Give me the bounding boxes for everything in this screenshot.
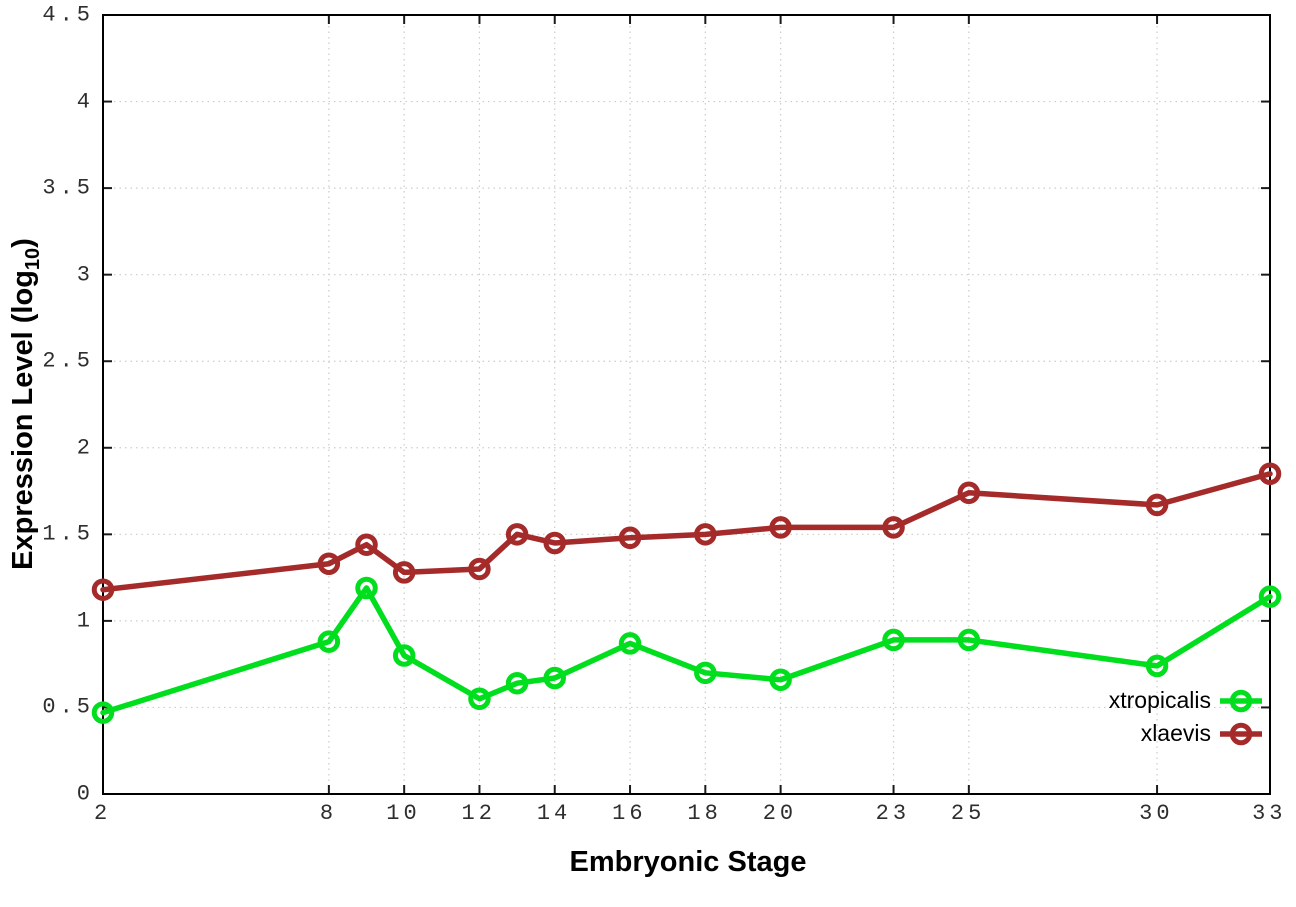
y-tick-label: 1.5 xyxy=(42,521,94,547)
legend: xtropicalis xlaevis xyxy=(1109,685,1264,749)
x-tick-label: 8 xyxy=(319,801,338,826)
data-point-marker-xtropicalis xyxy=(355,576,378,600)
x-tick-label: 23 xyxy=(875,801,911,826)
data-point-marker-xlaevis xyxy=(468,557,491,581)
legend-point-sample xyxy=(1229,722,1253,745)
x-axis-title: Embryonic Stage xyxy=(569,846,807,878)
legend-marker-sample-icon xyxy=(1220,722,1262,745)
legend-point-sample xyxy=(1229,689,1253,712)
data-point-marker-xlaevis xyxy=(91,578,115,601)
x-tick-label: 33 xyxy=(1252,801,1287,826)
y-axis-title: Expression Level (log10) xyxy=(7,238,45,570)
data-point-marker-xlaevis xyxy=(618,526,642,550)
data-point-marker-xlaevis xyxy=(1145,493,1169,517)
x-tick-label: 25 xyxy=(950,801,986,826)
y-tick-label: 3 xyxy=(76,262,94,288)
y-tick-label: 4 xyxy=(76,89,94,115)
data-point-marker-xlaevis xyxy=(957,481,981,505)
y-axis-title-subscript: 10 xyxy=(22,247,44,271)
series-line-xlaevis xyxy=(100,470,1273,593)
legend-item-xlaevis: xlaevis xyxy=(1109,718,1264,749)
y-axis-title-close: ) xyxy=(7,238,39,248)
y-tick-label: 3.5 xyxy=(42,175,94,201)
x-tick-label: 2 xyxy=(94,801,112,826)
data-point-marker-xtropicalis xyxy=(543,666,566,690)
data-point-marker-xtropicalis xyxy=(1145,654,1169,678)
x-tick-label: 14 xyxy=(536,801,572,826)
y-tick-label: 2.5 xyxy=(42,348,94,374)
data-point-marker-xlaevis xyxy=(392,561,416,584)
y-tick-label: 4.5 xyxy=(42,2,94,28)
data-point-marker-xtropicalis xyxy=(317,630,341,653)
data-point-marker-xlaevis xyxy=(694,523,717,546)
plot-border xyxy=(102,14,1271,795)
data-point-marker-xtropicalis xyxy=(957,628,981,652)
data-point-marker-xtropicalis xyxy=(882,628,905,652)
legend-marker-sample-icon xyxy=(1220,689,1262,712)
data-point-marker-xtropicalis xyxy=(392,644,416,667)
x-tick-label: 12 xyxy=(461,801,496,826)
y-tick-label: 1 xyxy=(76,608,94,634)
data-point-marker-xtropicalis xyxy=(505,671,529,695)
data-point-marker-xlaevis xyxy=(505,523,529,546)
x-tick-label: 30 xyxy=(1139,801,1174,826)
x-tick-label: 10 xyxy=(386,801,421,826)
data-point-marker-xlaevis xyxy=(317,552,341,576)
data-point-marker-xlaevis xyxy=(769,516,792,539)
data-point-marker-xtropicalis xyxy=(694,661,717,685)
y-tick-label: 0.5 xyxy=(42,694,94,720)
x-tick-label: 20 xyxy=(762,801,798,826)
legend-label: xtropicalis xyxy=(1108,687,1211,713)
legend-label: xlaevis xyxy=(1140,720,1211,746)
data-point-marker-xtropicalis xyxy=(468,687,491,711)
y-axis-title-text: Expression Level (log xyxy=(7,270,39,570)
data-point-marker-xlaevis xyxy=(543,531,566,555)
data-point-marker-xlaevis xyxy=(1258,462,1282,485)
x-tick-label: 16 xyxy=(612,801,647,826)
data-point-marker-xtropicalis xyxy=(618,632,642,655)
y-tick-label: 2 xyxy=(76,435,94,461)
series-line-xtropicalis xyxy=(100,585,1273,716)
data-point-marker-xtropicalis xyxy=(769,668,792,691)
data-point-marker-xlaevis xyxy=(355,533,378,556)
data-point-marker-xtropicalis xyxy=(1258,585,1282,608)
legend-item-xtropicalis: xtropicalis xyxy=(1109,685,1264,716)
data-point-marker-xtropicalis xyxy=(91,701,115,724)
x-tick-label: 18 xyxy=(687,801,722,826)
y-tick-label: 0 xyxy=(76,781,94,807)
data-point-marker-xlaevis xyxy=(882,516,905,539)
